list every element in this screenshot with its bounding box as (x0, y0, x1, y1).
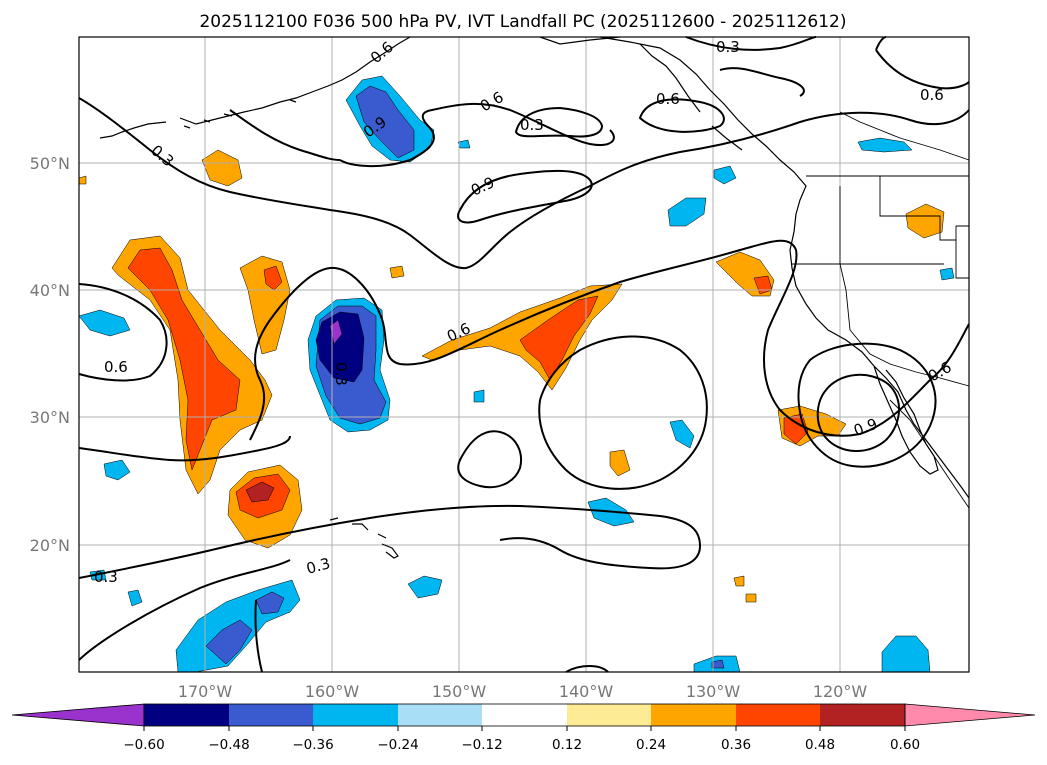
map-panel: 0.3 0.6 0.9 0.6 0.3 0.9 0.6 0.3 0.6 0.3 … (78, 36, 970, 673)
lon-label-150w: 150°W (432, 682, 487, 701)
positive-anomaly-region (733, 575, 745, 587)
negative-anomaly-region (473, 389, 485, 403)
contour-label: 0.3 (520, 116, 544, 134)
contour-label: 0.3 (332, 362, 350, 386)
colorbar-tick-label: 0.48 (805, 737, 835, 753)
colorbar-tick-label: −0.36 (292, 737, 333, 753)
latitude-labels: 50°N 40°N 30°N 20°N (30, 154, 70, 555)
negative-anomaly-mid (711, 659, 725, 669)
longitude-labels: 170°W 160°W 150°W 140°W 130°W 120°W (178, 682, 868, 701)
lon-label-140w: 140°W (559, 682, 614, 701)
colorbar-tick-label: −0.24 (377, 737, 418, 753)
positive-anomaly-region (745, 593, 757, 603)
colorbar-tick-label: 0.24 (636, 737, 666, 753)
colorbar-tick-label: 0.36 (721, 737, 751, 753)
lon-label-120w: 120°W (813, 682, 868, 701)
colorbar-segment (229, 704, 313, 726)
colorbar-extend-right (904, 703, 1036, 727)
colorbar-extend-left (11, 703, 145, 727)
contour-label: 0.3 (94, 568, 118, 586)
negative-anomaly-mid (255, 591, 285, 615)
lon-label-170w: 170°W (178, 682, 233, 701)
lat-label-20n: 20°N (30, 536, 70, 555)
graticule (79, 37, 969, 672)
colorbar-segment (313, 704, 398, 726)
pv-contours (78, 36, 970, 673)
colorbar-segment (820, 704, 905, 726)
positive-anomaly-region (201, 149, 243, 187)
negative-anomaly-region (939, 267, 955, 281)
colorbar-tick-labels: −0.60 −0.48 −0.36 −0.24 −0.12 0.12 0.24 … (123, 737, 920, 753)
colorbar-tick-label: −0.60 (123, 737, 164, 753)
contour-label: 0.6 (104, 358, 128, 376)
positive-anomaly-strong (245, 481, 275, 503)
negative-anomaly-region (407, 575, 443, 599)
colorbar-segment (482, 704, 567, 726)
colorbar-tick-label: 0.12 (552, 737, 582, 753)
negative-anomaly-mid (355, 85, 415, 159)
figure-title: 2025112100 F036 500 hPa PV, IVT Landfall… (199, 12, 846, 32)
colorbar: −0.60 −0.48 −0.36 −0.24 −0.12 0.12 0.24 … (11, 703, 1036, 753)
positive-anomaly-region (905, 203, 945, 239)
negative-anomaly-region (857, 137, 913, 153)
colorbar-tick-label: −0.12 (461, 737, 502, 753)
contour-label: 0.3 (304, 554, 332, 578)
colorbar-tick-label: −0.48 (208, 737, 249, 753)
negative-anomaly-region (669, 419, 695, 449)
contour-label: 0.6 (920, 86, 944, 104)
map-border (78, 36, 970, 673)
contour-label: 0.6 (656, 90, 680, 108)
colorbar-outline (143, 703, 906, 727)
positive-anomaly-region (609, 449, 631, 477)
colorbar-tick-label: 0.60 (890, 737, 920, 753)
lat-label-30n: 30°N (30, 408, 70, 427)
negative-anomaly-peak (329, 319, 343, 345)
negative-anomaly-strong (315, 311, 365, 383)
lon-label-160w: 160°W (305, 682, 360, 701)
negative-anomaly-region (103, 459, 131, 481)
colorbar-segment (144, 704, 229, 726)
positive-anomaly-core (519, 295, 599, 381)
political-borders (792, 111, 970, 509)
lat-label-50n: 50°N (30, 154, 70, 173)
colorbar-segment (736, 704, 820, 726)
positive-anomaly-core (263, 265, 283, 291)
shaded-anomalies (78, 75, 955, 673)
positive-anomaly-core (127, 247, 241, 471)
contour-label: 0.3 (716, 38, 740, 56)
colorbar-segment (651, 704, 736, 726)
negative-anomaly-mid (205, 619, 253, 665)
negative-anomaly-region (667, 197, 707, 227)
negative-anomaly-region (127, 589, 143, 607)
colorbar-segment (398, 704, 482, 726)
coastlines (99, 36, 970, 559)
lat-label-40n: 40°N (30, 281, 70, 300)
lon-label-130w: 130°W (686, 682, 741, 701)
negative-anomaly-region (713, 165, 737, 185)
colorbar-segment (567, 704, 651, 726)
colorbar-ticks (143, 726, 906, 731)
negative-anomaly-region (78, 309, 131, 337)
positive-anomaly-region (389, 265, 405, 279)
